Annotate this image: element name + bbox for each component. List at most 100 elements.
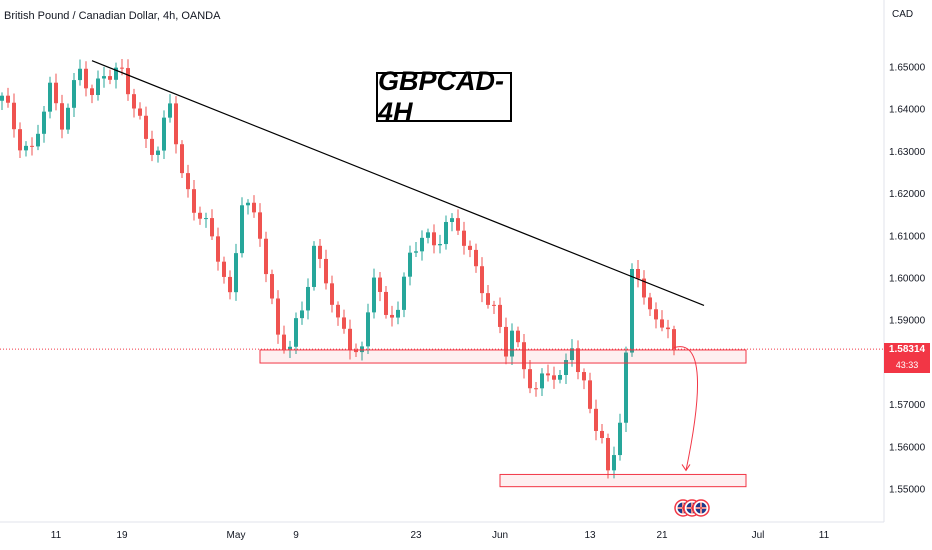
candle-body	[480, 266, 484, 294]
candle-body	[72, 80, 76, 108]
candle-body	[372, 277, 376, 313]
candle-body	[624, 352, 628, 423]
projection-arrow	[673, 346, 698, 471]
candle-body	[114, 67, 118, 80]
price-tick-label: 1.64000	[889, 105, 926, 116]
time-tick-label: 9	[293, 530, 299, 541]
target-zone	[499, 473, 747, 488]
candle-body	[204, 218, 208, 220]
candle-body	[294, 318, 298, 347]
candle-body	[612, 455, 616, 471]
candle-body	[564, 360, 568, 375]
candle-body	[336, 304, 340, 318]
candle-body	[600, 430, 604, 438]
price-tick-label: 1.61000	[889, 231, 926, 242]
candle-body	[510, 330, 514, 357]
candle-body	[306, 286, 310, 311]
candle-body	[348, 328, 352, 351]
candle-body	[330, 283, 334, 305]
price-tick-label: 1.59000	[889, 316, 926, 327]
current-price-tag: 1.58314 43:33	[884, 343, 930, 373]
candle-body	[24, 145, 28, 151]
candle-body	[648, 297, 652, 310]
candle-body	[0, 95, 4, 101]
candle-body	[660, 319, 664, 328]
candle-body	[468, 245, 472, 250]
flag-uk-icon[interactable]	[692, 499, 710, 517]
candle-body	[120, 67, 124, 69]
candle-body	[576, 348, 580, 373]
time-tick-label: Jun	[492, 530, 508, 541]
candle-body	[108, 76, 112, 80]
resistance-trendline	[91, 60, 705, 306]
candle-body	[390, 314, 394, 318]
candle-body	[270, 274, 274, 299]
price-axis[interactable]: 1.65000 1.64000 1.63000 1.62000 1.61000 1.600…	[889, 63, 926, 496]
candle-body	[234, 253, 238, 293]
candle-body	[276, 298, 280, 335]
time-tick-label: 23	[410, 530, 422, 541]
candle-body	[492, 304, 496, 306]
candle-body	[426, 232, 430, 238]
candle-body	[588, 380, 592, 409]
candle-body	[96, 78, 100, 96]
candle-body	[354, 350, 358, 353]
currency-label: CAD	[892, 9, 914, 20]
candle-body	[582, 372, 586, 381]
candle-body	[54, 82, 58, 104]
candle-body	[552, 375, 556, 380]
candle-body	[570, 348, 574, 361]
candle-body	[282, 334, 286, 350]
candle-body	[150, 138, 154, 155]
arrow-head-icon	[681, 464, 691, 472]
candle-body	[636, 268, 640, 279]
candle-body	[132, 94, 136, 109]
candle-body	[654, 309, 658, 320]
candle-body	[36, 133, 40, 147]
candle-body	[30, 145, 34, 147]
candle-body	[474, 249, 478, 267]
current-price-value: 1.58314	[888, 344, 926, 355]
candlestick-series	[0, 58, 676, 479]
candle-body	[300, 310, 304, 319]
candle-body	[666, 327, 670, 330]
candle-body	[126, 68, 130, 95]
candle-body	[462, 230, 466, 246]
candle-body	[228, 276, 232, 293]
candle-body	[210, 218, 214, 237]
symbol-annotation-box[interactable]: GBPCAD-4H	[376, 66, 512, 127]
candle-body	[414, 251, 418, 253]
candle-body	[60, 103, 64, 130]
candle-body	[672, 329, 676, 350]
time-axis[interactable]: 11 19 May 9 23 Jun 13 21 Jul 11	[51, 530, 830, 541]
candle-body	[360, 346, 364, 353]
candle-body	[456, 218, 460, 231]
candle-body	[408, 252, 412, 277]
price-tick-label: 1.56000	[889, 442, 926, 453]
candle-body	[264, 238, 268, 275]
candle-body	[312, 245, 316, 287]
time-tick-label: 13	[584, 530, 596, 541]
candle-body	[78, 68, 82, 81]
drawing-overlays	[0, 60, 884, 488]
candle-body	[504, 326, 508, 357]
candle-body	[498, 304, 502, 327]
event-flags[interactable]	[674, 499, 710, 517]
candle-body	[342, 317, 346, 329]
support-zone	[259, 349, 747, 364]
candle-body	[366, 312, 370, 347]
candle-body	[420, 237, 424, 252]
candle-body	[222, 261, 226, 277]
candle-body	[186, 173, 190, 190]
candle-body	[6, 95, 10, 103]
candle-body	[642, 278, 646, 298]
candle-body	[240, 205, 244, 254]
price-tick-label: 1.65000	[889, 63, 926, 74]
candle-body	[180, 144, 184, 174]
price-tick-label: 1.63000	[889, 147, 926, 158]
candle-body	[438, 244, 442, 246]
candle-body	[144, 115, 148, 139]
time-tick-label: 11	[51, 530, 62, 541]
